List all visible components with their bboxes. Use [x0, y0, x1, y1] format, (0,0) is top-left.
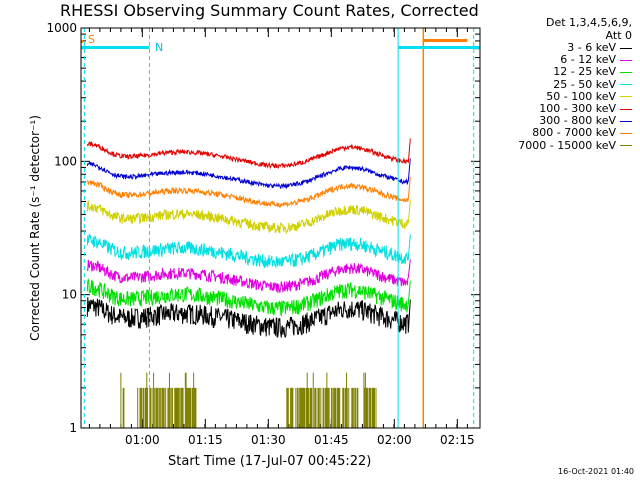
plot-frame: [80, 27, 481, 429]
x-tick-label: 01:00: [125, 433, 160, 447]
chart-title: RHESSI Observing Summary Count Rates, Co…: [60, 1, 479, 20]
legend-header: Det 1,3,4,5,6,9, Att 0: [546, 16, 632, 42]
legend-item: 50 - 100 keV: [518, 89, 632, 103]
night-label: N: [155, 41, 164, 54]
legend-label: 25 - 50 keV: [553, 77, 616, 91]
series-lines: [86, 138, 411, 339]
x-tick-label: 01:15: [188, 433, 223, 447]
x-tick-label: 01:45: [314, 433, 349, 447]
series-line: [86, 233, 411, 269]
legend-label: 12 - 25 keV: [553, 65, 616, 79]
legend-item: 6 - 12 keV: [518, 53, 632, 67]
legend-item: 25 - 50 keV: [518, 77, 632, 91]
legend-label: 3 - 6 keV: [567, 41, 616, 54]
y-tick-label: 10: [62, 288, 77, 302]
legend-header-line1: Det 1,3,4,5,6,9,: [545, 16, 632, 29]
legend-label: 6 - 12 keV: [560, 53, 616, 67]
legend-swatch: [620, 47, 632, 49]
x-axis-label: Start Time (17-Jul-07 00:45:22): [168, 454, 372, 469]
y-tick-label: 100: [54, 154, 77, 168]
axis-ticks: 1 10 100 1000 01:00 01:15 01:30 01:45 02:00 02:15: [46, 21, 480, 447]
high-energy-bars: [120, 372, 377, 428]
series-line: [86, 158, 411, 190]
night-bar-left: [81, 46, 150, 49]
legend-item: 12 - 25 keV: [518, 66, 632, 78]
legend-item: 100 - 300 keV: [518, 102, 632, 116]
vertical-markers: [81, 28, 480, 428]
x-tick-label: 02:00: [377, 433, 412, 447]
series-line: [86, 297, 411, 339]
series-line: [86, 176, 411, 208]
series-line: [86, 199, 411, 235]
legend-swatch: [620, 59, 632, 61]
legend: 3 - 6 keV 6 - 12 keV 12 - 25 keV 25 - 50 ke…: [518, 41, 632, 152]
series-line: [86, 138, 411, 170]
legend-label: 300 - 800 keV: [539, 114, 616, 128]
night-bar-right: [398, 46, 480, 49]
saa-label: S: [88, 33, 95, 46]
legend-item: 7000 - 15000 keV: [518, 138, 632, 152]
y-tick-label: 1: [69, 421, 77, 435]
series-line: [86, 259, 411, 293]
legend-swatch: [620, 96, 632, 98]
legend-label: 100 - 300 keV: [539, 102, 616, 116]
x-tick-label: 02:15: [440, 433, 475, 447]
legend-swatch: [620, 145, 632, 147]
legend-swatch: [620, 108, 632, 110]
legend-item: 3 - 6 keV: [518, 41, 632, 54]
legend-label: 800 - 7000 keV: [532, 126, 616, 140]
legend-item: 800 - 7000 keV: [518, 127, 632, 139]
legend-item: 300 - 800 keV: [518, 115, 632, 127]
y-tick-label: 1000: [46, 21, 77, 35]
legend-swatch: [620, 72, 632, 73]
saa-bar-left: [81, 40, 83, 43]
legend-swatch: [620, 84, 632, 86]
y-axis-label: Corrected Count Rate (s⁻¹ detector⁻¹): [28, 115, 42, 341]
saa-bar: [423, 39, 468, 42]
x-tick-label: 01:30: [251, 433, 286, 447]
timestamp: 16-Oct-2021 01:40: [558, 467, 634, 476]
legend-header-line2: Att 0: [605, 29, 632, 42]
legend-label: 50 - 100 keV: [546, 89, 616, 103]
series-line: [86, 278, 411, 318]
legend-swatch: [620, 133, 632, 135]
legend-swatch: [620, 120, 632, 122]
legend-label: 7000 - 15000 keV: [518, 138, 616, 152]
